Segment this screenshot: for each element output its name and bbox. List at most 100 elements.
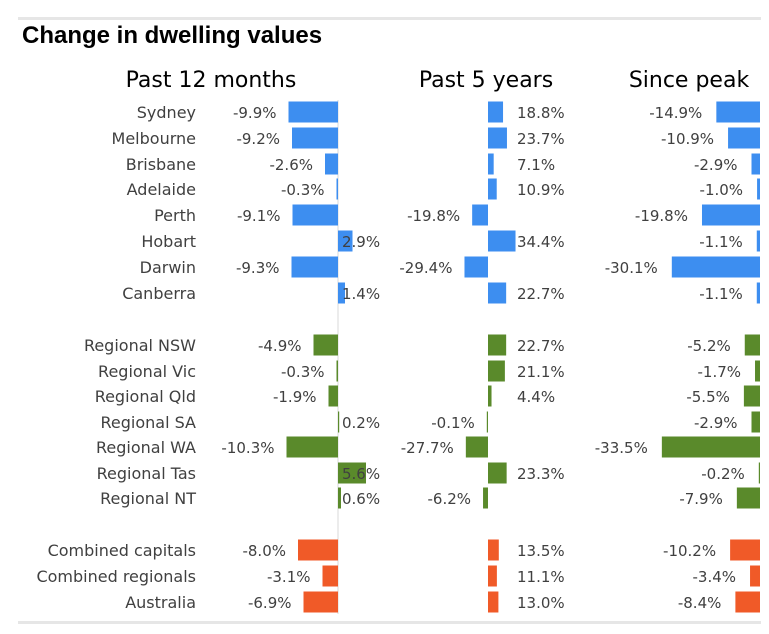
value-label-1-combined-regionals: 11.1% <box>517 568 565 586</box>
value-label-0-australia: -6.9% <box>248 594 292 612</box>
value-label-0-hobart: 2.9% <box>342 233 380 251</box>
bar-1-adelaide <box>488 178 497 200</box>
bar-2-combined-regionals <box>750 565 760 587</box>
bar-2-brisbane <box>751 153 760 175</box>
bar-2-hobart <box>756 230 760 252</box>
bar-1-canberra <box>488 282 507 304</box>
bar-2-regional-tas <box>758 462 760 484</box>
value-label-0-perth: -9.1% <box>237 207 281 225</box>
bar-2-regional-vic <box>755 360 760 382</box>
bar-2-regional-sa <box>751 411 760 433</box>
category-label-melbourne: Melbourne <box>112 129 196 148</box>
value-label-0-regional-nsw: -4.9% <box>258 337 302 355</box>
bar-2-combined-capitals <box>730 539 760 561</box>
bar-1-brisbane <box>488 153 494 175</box>
value-label-1-combined-capitals: 13.5% <box>517 542 565 560</box>
bar-0-combined-regionals <box>322 565 338 587</box>
bar-1-regional-sa <box>486 411 488 433</box>
value-label-2-perth: -19.8% <box>635 207 688 225</box>
category-label-australia: Australia <box>125 593 196 612</box>
panel-header-past-5-years: Past 5 years <box>419 68 553 93</box>
value-label-1-darwin: -29.4% <box>399 259 452 277</box>
category-label-canberra: Canberra <box>122 284 196 303</box>
bar-1-darwin <box>464 256 488 278</box>
value-label-0-brisbane: -2.6% <box>269 156 313 174</box>
bar-2-melbourne <box>728 127 760 149</box>
bar-2-sydney <box>716 101 760 123</box>
bar-2-regional-nsw <box>744 334 760 356</box>
value-label-0-regional-tas: 5.6% <box>342 465 380 483</box>
bar-1-combined-capitals <box>488 539 499 561</box>
category-label-sydney: Sydney <box>137 103 196 122</box>
panel-header-since-peak: Since peak <box>629 68 750 93</box>
bar-0-regional-wa <box>286 436 338 458</box>
value-label-0-darwin: -9.3% <box>236 259 280 277</box>
value-label-2-sydney: -14.9% <box>649 104 702 122</box>
value-label-2-australia: -8.4% <box>678 594 722 612</box>
value-label-2-darwin: -30.1% <box>605 259 658 277</box>
value-label-0-regional-vic: -0.3% <box>281 363 325 381</box>
value-label-0-combined-regionals: -3.1% <box>267 568 311 586</box>
bar-2-darwin <box>671 256 760 278</box>
value-label-2-regional-vic: -1.7% <box>697 363 741 381</box>
category-label-darwin: Darwin <box>140 258 196 277</box>
value-label-1-brisbane: 7.1% <box>517 156 555 174</box>
value-label-1-regional-nsw: 22.7% <box>517 337 565 355</box>
bar-0-regional-nsw <box>313 334 338 356</box>
value-label-0-adelaide: -0.3% <box>281 181 325 199</box>
bar-0-regional-tas <box>338 462 366 484</box>
value-label-2-regional-tas: -0.2% <box>701 465 745 483</box>
value-label-0-regional-nt: 0.6% <box>342 490 380 508</box>
value-label-2-adelaide: -1.0% <box>700 181 744 199</box>
category-label-combined-regionals: Combined regionals <box>36 567 196 586</box>
bar-2-regional-wa <box>661 436 760 458</box>
value-label-1-sydney: 18.8% <box>517 104 565 122</box>
bar-0-regional-sa <box>338 411 340 433</box>
value-label-2-regional-nt: -7.9% <box>679 490 723 508</box>
bar-0-regional-qld <box>328 385 338 407</box>
category-label-combined-capitals: Combined capitals <box>48 541 196 560</box>
value-label-0-regional-qld: -1.9% <box>273 388 317 406</box>
bar-0-combined-capitals <box>298 539 338 561</box>
bar-2-regional-nt <box>736 487 760 509</box>
bar-1-combined-regionals <box>488 565 497 587</box>
value-label-0-regional-wa: -10.3% <box>221 439 274 457</box>
bar-0-regional-nt <box>338 487 341 509</box>
value-label-0-combined-capitals: -8.0% <box>242 542 286 560</box>
value-label-1-regional-vic: 21.1% <box>517 363 565 381</box>
bar-0-canberra <box>338 282 345 304</box>
bar-0-regional-vic <box>336 360 338 382</box>
bar-0-australia <box>303 591 338 613</box>
value-label-2-regional-sa: -2.9% <box>694 414 738 432</box>
bar-2-perth <box>701 204 760 226</box>
bar-1-regional-tas <box>488 462 507 484</box>
category-label-regional-tas: Regional Tas <box>97 464 196 483</box>
value-label-2-melbourne: -10.9% <box>661 130 714 148</box>
value-label-0-regional-sa: 0.2% <box>342 414 380 432</box>
bar-0-melbourne <box>292 127 338 149</box>
value-label-0-sydney: -9.9% <box>233 104 277 122</box>
bar-1-regional-wa <box>465 436 488 458</box>
category-label-brisbane: Brisbane <box>126 155 196 174</box>
bar-2-adelaide <box>757 178 760 200</box>
category-label-regional-sa: Regional SA <box>100 413 196 432</box>
panel-header-past-12-months: Past 12 months <box>126 68 297 93</box>
value-label-1-regional-nt: -6.2% <box>428 490 472 508</box>
chart-title: Change in dwelling values <box>22 22 323 49</box>
value-label-2-combined-regionals: -3.4% <box>693 568 737 586</box>
category-label-regional-qld: Regional Qld <box>95 387 196 406</box>
category-label-regional-nsw: Regional NSW <box>84 336 196 355</box>
bar-1-regional-nsw <box>488 334 507 356</box>
bar-0-darwin <box>291 256 338 278</box>
value-label-1-melbourne: 23.7% <box>517 130 565 148</box>
category-label-adelaide: Adelaide <box>127 180 196 199</box>
category-label-hobart: Hobart <box>141 232 196 251</box>
value-label-0-melbourne: -9.2% <box>236 130 280 148</box>
value-label-1-perth: -19.8% <box>407 207 460 225</box>
bar-1-hobart <box>488 230 516 252</box>
bar-1-regional-nt <box>483 487 488 509</box>
value-label-1-regional-wa: -27.7% <box>401 439 454 457</box>
bar-1-regional-qld <box>488 385 492 407</box>
value-label-1-regional-qld: 4.4% <box>517 388 555 406</box>
value-label-1-hobart: 34.4% <box>517 233 565 251</box>
